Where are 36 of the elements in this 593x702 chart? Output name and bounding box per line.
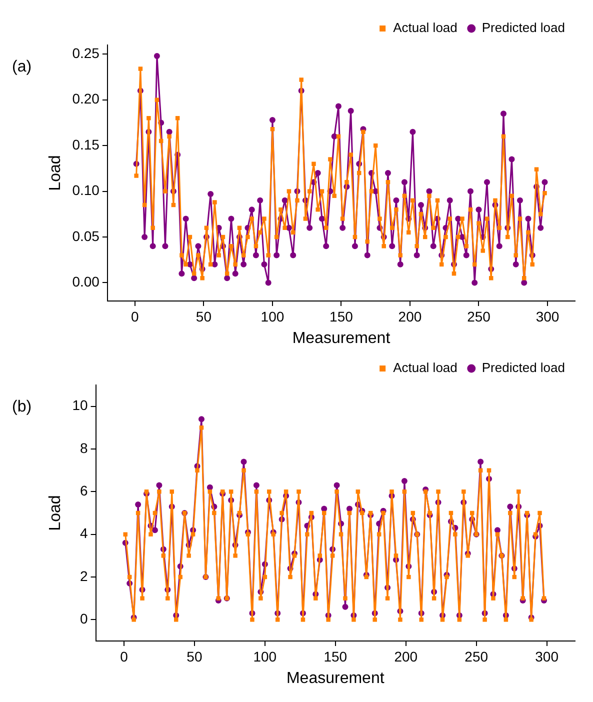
x-tick-label: 300	[535, 648, 559, 664]
x-axis-title: Measurement	[292, 330, 391, 347]
y-tick-label: 0.15	[72, 136, 100, 152]
legend-label: Actual load	[393, 360, 458, 376]
y-tick-label: 6	[80, 482, 88, 499]
y-tick-label: 8	[80, 440, 88, 456]
y-tick-label: 0.25	[72, 45, 100, 61]
x-tick-label: 200	[398, 308, 422, 324]
text: (b)	[12, 398, 32, 416]
x-tick-label: 50	[186, 648, 202, 664]
y-tick-label: 0.10	[72, 182, 100, 198]
x-tick-label: 0	[120, 648, 128, 664]
y-tick-label: 0.20	[72, 90, 100, 107]
y-tick-label: 0.05	[72, 228, 100, 244]
y-axis-title: Load	[47, 155, 64, 191]
y-tick-label: 0.00	[72, 274, 100, 290]
y-tick-label: 4	[80, 525, 88, 542]
x-tick-label: 100	[253, 648, 277, 664]
x-tick-label: 100	[260, 308, 284, 324]
x-tick-label: 300	[536, 308, 560, 324]
legend-label: Actual load	[393, 20, 458, 36]
y-tick-label: 10	[72, 397, 88, 414]
x-tick-label: 50	[196, 308, 212, 324]
x-tick-label: 150	[324, 648, 348, 664]
x-tick-label: 250	[464, 648, 488, 664]
x-tick-label: 150	[330, 308, 354, 324]
legend-label: Predicted load	[482, 360, 566, 376]
y-axis-title: Load	[47, 495, 64, 531]
text: (a)	[12, 58, 32, 76]
x-tick-label: 200	[394, 648, 418, 664]
x-tick-label: 0	[131, 308, 140, 324]
x-axis-title: Measurement	[286, 670, 385, 687]
y-tick-label: 0	[80, 610, 88, 627]
legend-label: Predicted load	[482, 20, 566, 36]
y-tick-label: 2	[80, 568, 88, 584]
x-tick-label: 250	[467, 308, 491, 324]
